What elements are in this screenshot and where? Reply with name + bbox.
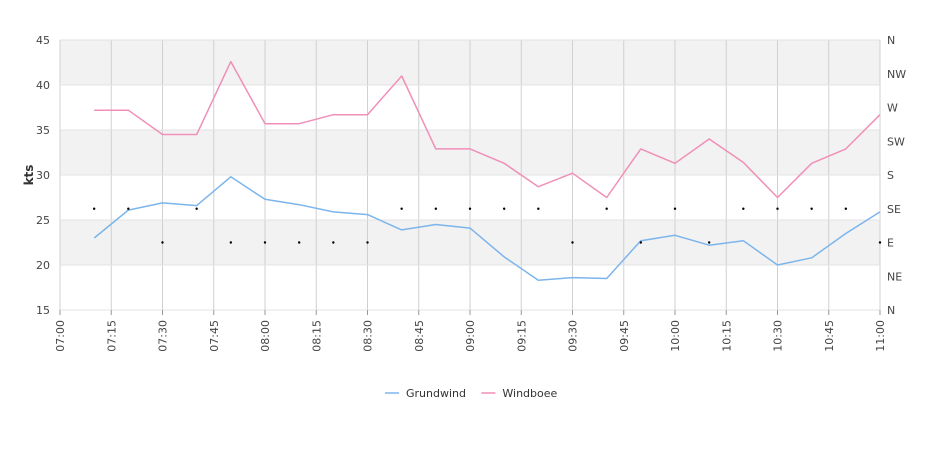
x-tick-label: 09:30 (567, 320, 580, 352)
direction-point (229, 241, 233, 244)
y2-axis: N NE E SE S SW W NW N (887, 34, 906, 317)
direction-point (434, 207, 438, 210)
direction-point (571, 241, 574, 244)
direction-point (639, 241, 643, 244)
x-tick-label: 07:15 (105, 320, 118, 352)
y2-tick-label: W (887, 102, 898, 115)
y2-tick-label: NW (887, 68, 906, 81)
direction-point (673, 207, 677, 210)
direction-point (605, 207, 608, 210)
x-tick-label: 07:45 (208, 320, 221, 352)
x-tick-label: 08:15 (310, 320, 323, 352)
legend-label: Windboee (502, 387, 557, 400)
direction-point (366, 241, 369, 244)
direction-point (195, 207, 198, 210)
y-tick-label: 40 (36, 79, 50, 92)
x-tick-label: 07:30 (157, 320, 170, 352)
y2-tick-label: S (887, 169, 894, 182)
direction-point (742, 207, 745, 210)
x-axis: 07:00 07:15 07:30 07:45 08:00 08:15 08:30 08:45… (54, 310, 887, 352)
x-tick-label: 09:45 (618, 320, 631, 352)
y2-tick-label: SE (887, 203, 901, 216)
y2-tick-label: N (887, 34, 895, 47)
x-tick-label: 08:30 (362, 320, 375, 352)
x-tick-label: 10:15 (720, 320, 733, 352)
direction-point (127, 207, 130, 210)
direction-point (844, 207, 848, 210)
direction-point (92, 207, 96, 210)
y-tick-label: 15 (36, 304, 50, 317)
x-tick-label: 10:00 (669, 320, 682, 352)
direction-point (332, 241, 335, 244)
x-tick-label: 08:00 (259, 320, 272, 352)
legend: Grundwind Windboee (385, 387, 558, 400)
direction-point (537, 207, 540, 210)
legend-label: Grundwind (406, 387, 466, 400)
x-tick-label: 10:30 (772, 320, 785, 352)
x-tick-label: 07:00 (54, 320, 67, 352)
direction-point (400, 207, 403, 210)
direction-point (468, 207, 472, 210)
direction-point (878, 241, 882, 244)
y2-tick-label: N (887, 304, 895, 317)
series-layer (93, 60, 881, 282)
direction-point (263, 241, 267, 244)
y2-tick-label: NE (887, 270, 902, 283)
y-tick-label: 20 (36, 259, 50, 272)
y-tick-label: 45 (36, 34, 50, 47)
direction-point (707, 241, 711, 244)
direction-point (297, 241, 301, 244)
y-tick-label: 25 (36, 214, 50, 227)
series-line (93, 176, 881, 282)
y2-tick-label: SW (887, 135, 905, 148)
direction-point (776, 207, 779, 210)
y-axis: 15 20 25 30 35 40 45 (36, 34, 50, 317)
x-tick-label: 08:45 (413, 320, 426, 352)
y2-tick-label: E (887, 237, 894, 250)
direction-point (810, 207, 813, 210)
direction-point (502, 207, 506, 210)
x-tick-label: 11:00 (874, 320, 887, 352)
direction-markers (92, 207, 882, 244)
y-tick-label: 35 (36, 124, 50, 137)
direction-point (161, 241, 164, 244)
x-tick-label: 09:00 (464, 320, 477, 352)
x-tick-label: 09:15 (515, 320, 528, 352)
y-axis-label: kts (22, 165, 36, 186)
series-line (94, 60, 881, 199)
y-tick-label: 30 (36, 169, 50, 182)
x-tick-label: 10:45 (823, 320, 836, 352)
